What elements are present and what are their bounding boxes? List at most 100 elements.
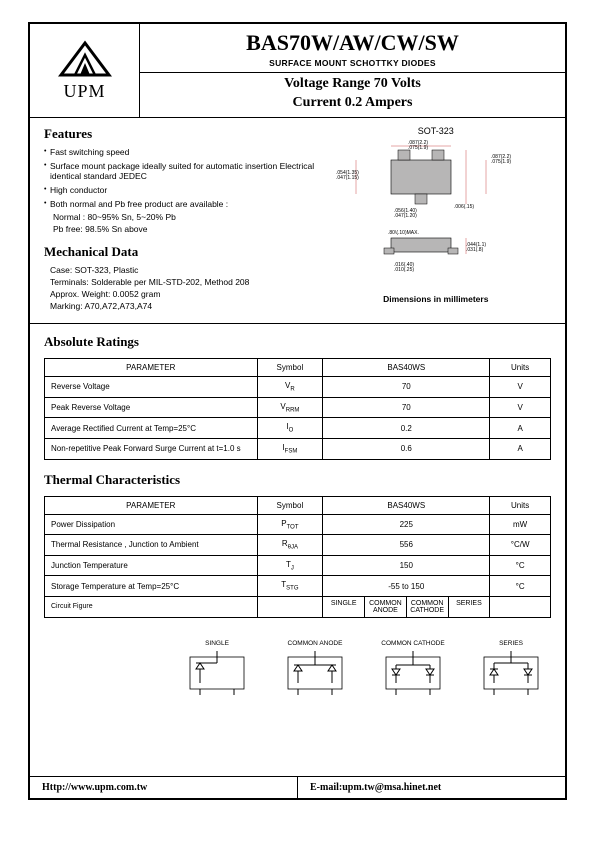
features-column: Features Fast switching speed Surface mo… bbox=[44, 126, 321, 313]
circuit-cell: COMMON ANODE bbox=[365, 597, 407, 617]
circuit-label: SINGLE bbox=[205, 640, 229, 647]
absolute-ratings-section: Absolute Ratings PARAMETER Symbol BAS40W… bbox=[30, 324, 565, 636]
feature-item: Fast switching speed bbox=[44, 147, 321, 158]
circuit-figures: SINGLE COMMON ANODE bbox=[30, 636, 565, 697]
mech-item: Case: SOT-323, Plastic bbox=[44, 265, 321, 275]
empty-cell bbox=[257, 596, 323, 617]
table-row: Peak Reverse Voltage VRRM 70 V bbox=[45, 397, 551, 418]
svg-text:.80\(.10)MAX.: .80\(.10)MAX. bbox=[388, 230, 419, 236]
col-header: BAS40WS bbox=[323, 496, 490, 514]
cell-value: 70 bbox=[323, 377, 490, 398]
cell-symbol: RθJA bbox=[257, 535, 323, 556]
svg-text:.047(1.15): .047(1.15) bbox=[336, 175, 359, 181]
features-heading: Features bbox=[44, 126, 321, 142]
cell-param: Thermal Resistance , Junction to Ambient bbox=[45, 535, 258, 556]
footer-row: Http://www.upm.com.tw E-mail:upm.tw@msa.… bbox=[30, 776, 565, 798]
circuit-label: Circuit Figure bbox=[45, 596, 258, 617]
thermal-table: PARAMETER Symbol BAS40WS Units Power Dis… bbox=[44, 496, 551, 618]
circuit-label: COMMON CATHODE bbox=[381, 640, 444, 647]
cell-param: Reverse Voltage bbox=[45, 377, 258, 398]
mech-item: Terminals: Solderable per MIL-STD-202, M… bbox=[44, 277, 321, 287]
mechanical-heading: Mechanical Data bbox=[44, 244, 321, 260]
circuit-common-cathode: COMMON CATHODE bbox=[373, 640, 453, 697]
cell-symbol: PTOT bbox=[257, 514, 323, 535]
table-header-row: PARAMETER Symbol BAS40WS Units bbox=[45, 496, 551, 514]
cell-param: Peak Reverse Voltage bbox=[45, 397, 258, 418]
cell-symbol: TSTG bbox=[257, 576, 323, 597]
col-header: Symbol bbox=[257, 496, 323, 514]
svg-text:.047(1.20): .047(1.20) bbox=[394, 213, 417, 219]
svg-text:.075(1.9): .075(1.9) bbox=[491, 159, 511, 165]
cell-unit: mW bbox=[490, 514, 551, 535]
cell-value: 225 bbox=[323, 514, 490, 535]
col-header: BAS40WS bbox=[323, 359, 490, 377]
table-row: Non-repetitive Peak Forward Surge Curren… bbox=[45, 438, 551, 459]
part-title: BAS70W/AW/CW/SW bbox=[246, 30, 459, 56]
svg-text:.075(1.9): .075(1.9) bbox=[408, 145, 428, 151]
common-cathode-icon bbox=[378, 649, 448, 697]
cell-unit: V bbox=[490, 397, 551, 418]
cell-value: 70 bbox=[323, 397, 490, 418]
cell-unit: °C bbox=[490, 555, 551, 576]
feature-item: Both normal and Pb free product are avai… bbox=[44, 199, 321, 210]
dimensions-note: Dimensions in millimeters bbox=[383, 294, 488, 304]
cell-param: Junction Temperature bbox=[45, 555, 258, 576]
cell-unit: A bbox=[490, 418, 551, 439]
col-header: Units bbox=[490, 496, 551, 514]
cell-symbol: IFSM bbox=[257, 438, 323, 459]
svg-text:.006(.15): .006(.15) bbox=[454, 204, 474, 210]
feature-item: High conductor bbox=[44, 185, 321, 196]
table-row: Thermal Resistance , Junction to Ambient… bbox=[45, 535, 551, 556]
package-column: SOT-323 .087(2.2) .075(1.9) .054(1.35) .… bbox=[321, 126, 551, 313]
cell-unit: A bbox=[490, 438, 551, 459]
single-diode-icon bbox=[182, 649, 252, 697]
cell-symbol: TJ bbox=[257, 555, 323, 576]
svg-text:.010(.25): .010(.25) bbox=[394, 267, 414, 273]
feature-item: Surface mount package ideally suited for… bbox=[44, 161, 321, 182]
feature-sub: Pb free: 98.5% Sn above bbox=[44, 224, 321, 234]
circuit-figure-row: Circuit Figure SINGLE COMMON ANODE COMMO… bbox=[45, 596, 551, 617]
circuit-series: SERIES bbox=[471, 640, 551, 697]
mechanical-data: Mechanical Data Case: SOT-323, Plastic T… bbox=[44, 244, 321, 311]
cell-symbol: VRRM bbox=[257, 397, 323, 418]
cell-value: 150 bbox=[323, 555, 490, 576]
thermal-heading: Thermal Characteristics bbox=[44, 472, 551, 488]
series-diode-icon bbox=[476, 649, 546, 697]
logo-cell: UPM bbox=[30, 24, 140, 117]
col-header: PARAMETER bbox=[45, 496, 258, 514]
package-diagram: .087(2.2) .075(1.9) .054(1.35) .047(1.15… bbox=[336, 138, 536, 288]
cell-value: -55 to 150 bbox=[323, 576, 490, 597]
feature-sub: Normal : 80~95% Sn, 5~20% Pb bbox=[44, 212, 321, 222]
logo-text: UPM bbox=[63, 81, 105, 102]
circuit-label: SERIES bbox=[499, 640, 523, 647]
cell-unit: °C/W bbox=[490, 535, 551, 556]
absolute-heading: Absolute Ratings bbox=[44, 334, 551, 350]
header-row: UPM BAS70W/AW/CW/SW SURFACE MOUNT SCHOTT… bbox=[30, 24, 565, 118]
circuit-cell: SINGLE bbox=[323, 597, 365, 617]
svg-text:.031(.8): .031(.8) bbox=[466, 247, 484, 253]
cell-unit: °C bbox=[490, 576, 551, 597]
cell-value: 556 bbox=[323, 535, 490, 556]
footer-email: E-mail:upm.tw@msa.hinet.net bbox=[298, 777, 565, 798]
mech-item: Approx. Weight: 0.0052 gram bbox=[44, 289, 321, 299]
circuit-cell: SERIES bbox=[449, 597, 490, 617]
title-cell: BAS70W/AW/CW/SW SURFACE MOUNT SCHOTTKY D… bbox=[140, 24, 565, 117]
cell-param: Non-repetitive Peak Forward Surge Curren… bbox=[45, 438, 258, 459]
common-anode-icon bbox=[280, 649, 350, 697]
table-row: Average Rectified Current at Temp=25°C I… bbox=[45, 418, 551, 439]
cell-param: Storage Temperature at Temp=25°C bbox=[45, 576, 258, 597]
col-header: PARAMETER bbox=[45, 359, 258, 377]
circuit-cell: COMMON CATHODE bbox=[407, 597, 449, 617]
cell-param: Power Dissipation bbox=[45, 514, 258, 535]
circuit-common-anode: COMMON ANODE bbox=[275, 640, 355, 697]
circuit-label: COMMON ANODE bbox=[288, 640, 343, 647]
voltage-line: Voltage Range 70 Volts bbox=[284, 76, 421, 92]
current-line: Current 0.2 Ampers bbox=[293, 95, 413, 111]
col-header: Symbol bbox=[257, 359, 323, 377]
cell-symbol: IO bbox=[257, 418, 323, 439]
package-label: SOT-323 bbox=[418, 126, 454, 136]
table-row: Storage Temperature at Temp=25°C TSTG -5… bbox=[45, 576, 551, 597]
table-row: Junction Temperature TJ 150 °C bbox=[45, 555, 551, 576]
table-row: Reverse Voltage VR 70 V bbox=[45, 377, 551, 398]
table-row: Power Dissipation PTOT 225 mW bbox=[45, 514, 551, 535]
